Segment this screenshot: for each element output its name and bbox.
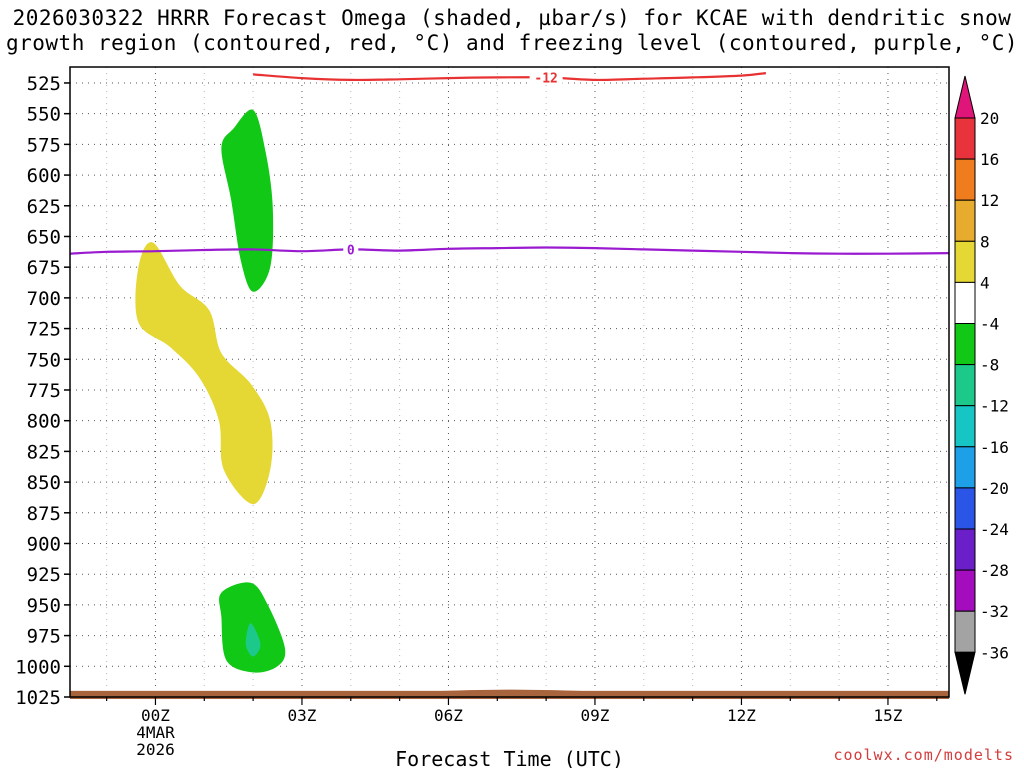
surface-ground [70,690,949,699]
colorbar-label-8: -16 [980,438,1009,457]
colorbar-box-12 [954,569,976,612]
x-tick-date-00Z: 4MAR [136,723,175,742]
colorbar-label-4: 4 [980,273,990,292]
freezing-level-line [70,246,949,255]
colorbar-label-5: -4 [980,315,999,334]
x-axis-label: Forecast Time (UTC) [395,747,624,768]
surface-ground-bump [428,689,595,692]
y-tick-label-825: 825 [27,441,61,463]
y-axis: 525 550 575 600 625 650 675 700 725 750 775 800 825 8… [15,73,70,709]
y-tick-label-550: 550 [27,104,61,126]
colorbar-box-8 [954,405,976,448]
dendritic-snow-growth-line [253,72,767,82]
chart-title-line-1: 2026030322 HRRR Forecast Omega (shaded, … [12,6,1012,30]
colorbar-label-3: 8 [980,232,990,251]
colorbar-box-9 [954,446,976,489]
colorbar-label-0: 20 [980,109,999,128]
x-tick-label-15Z: 15Z [874,706,903,725]
colorbar-box-10 [954,487,976,530]
colorbar-box-13 [954,610,976,653]
y-tick-label-700: 700 [27,288,61,310]
y-tick-label-525: 525 [27,73,61,95]
plot-frame [69,66,950,698]
freezing-level-label: 0 [347,243,355,258]
x-tick-year-00Z: 2026 [136,740,175,759]
grid-lines [70,67,949,698]
y-tick-label-575: 575 [27,134,61,156]
colorbar-label-2: 12 [980,191,999,210]
y-tick-label-775: 775 [27,380,61,402]
colorbar-box-1 [954,117,976,160]
omega-green-upper [221,109,274,292]
omega-shading [135,109,286,673]
colorbar-box-5 [954,281,976,324]
chart-title-line-2: growth region (contoured, red, °C) and f… [5,31,1019,55]
colorbar-label-9: -20 [980,479,1009,498]
colorbar-box-3 [954,199,976,242]
dendritic-snow-growth-label: -12 [534,71,557,86]
y-tick-label-875: 875 [27,503,61,525]
y-tick-label-650: 650 [27,226,61,248]
colorbar-box-7 [954,364,976,407]
source-credit: coolwx.com/modelts [833,746,1014,764]
y-tick-label-1025: 1025 [15,687,61,709]
colorbar-box-11 [954,528,976,571]
colorbar-top-triangle [954,75,976,119]
colorbar-label-1: 16 [980,150,999,169]
colorbar-label-11: -28 [980,561,1009,580]
colorbar-label-10: -24 [980,520,1009,539]
omega-teal-core [245,623,261,657]
omega-yellow [135,242,273,505]
y-tick-label-625: 625 [27,196,61,218]
y-tick-label-675: 675 [27,257,61,279]
x-tick-label-12Z: 12Z [727,706,756,725]
y-tick-label-725: 725 [27,319,61,341]
colorbar-box-6 [954,323,976,366]
y-tick-label-1000: 1000 [15,656,61,678]
contour-lines: -12 0 [70,70,949,258]
y-tick-label-800: 800 [27,411,61,433]
x-tick-label-00Z: 00Z [141,706,170,725]
colorbar: 20 16 12 8 4 -4 -8 -12 -16 -20 -24 -28 -32 -36 [954,75,1009,695]
y-tick-label-925: 925 [27,564,61,586]
colorbar-label-7: -12 [980,397,1009,416]
colorbar-label-12: -32 [980,602,1009,621]
colorbar-box-2 [954,158,976,201]
y-tick-label-975: 975 [27,626,61,648]
colorbar-label-6: -8 [980,356,999,375]
colorbar-box-4 [954,240,976,283]
y-tick-label-950: 950 [27,595,61,617]
colorbar-bottom-triangle [954,651,976,695]
colorbar-label-13: -36 [980,643,1009,662]
x-tick-label-03Z: 03Z [288,706,317,725]
x-tick-label-09Z: 09Z [581,706,610,725]
y-tick-label-900: 900 [27,533,61,555]
y-tick-label-850: 850 [27,472,61,494]
dendritic-snow-growth-label-bg [529,70,563,85]
freezing-level-label-bg [343,242,359,257]
x-tick-label-06Z: 06Z [434,706,463,725]
y-tick-label-600: 600 [27,165,61,187]
y-tick-label-750: 750 [27,349,61,371]
